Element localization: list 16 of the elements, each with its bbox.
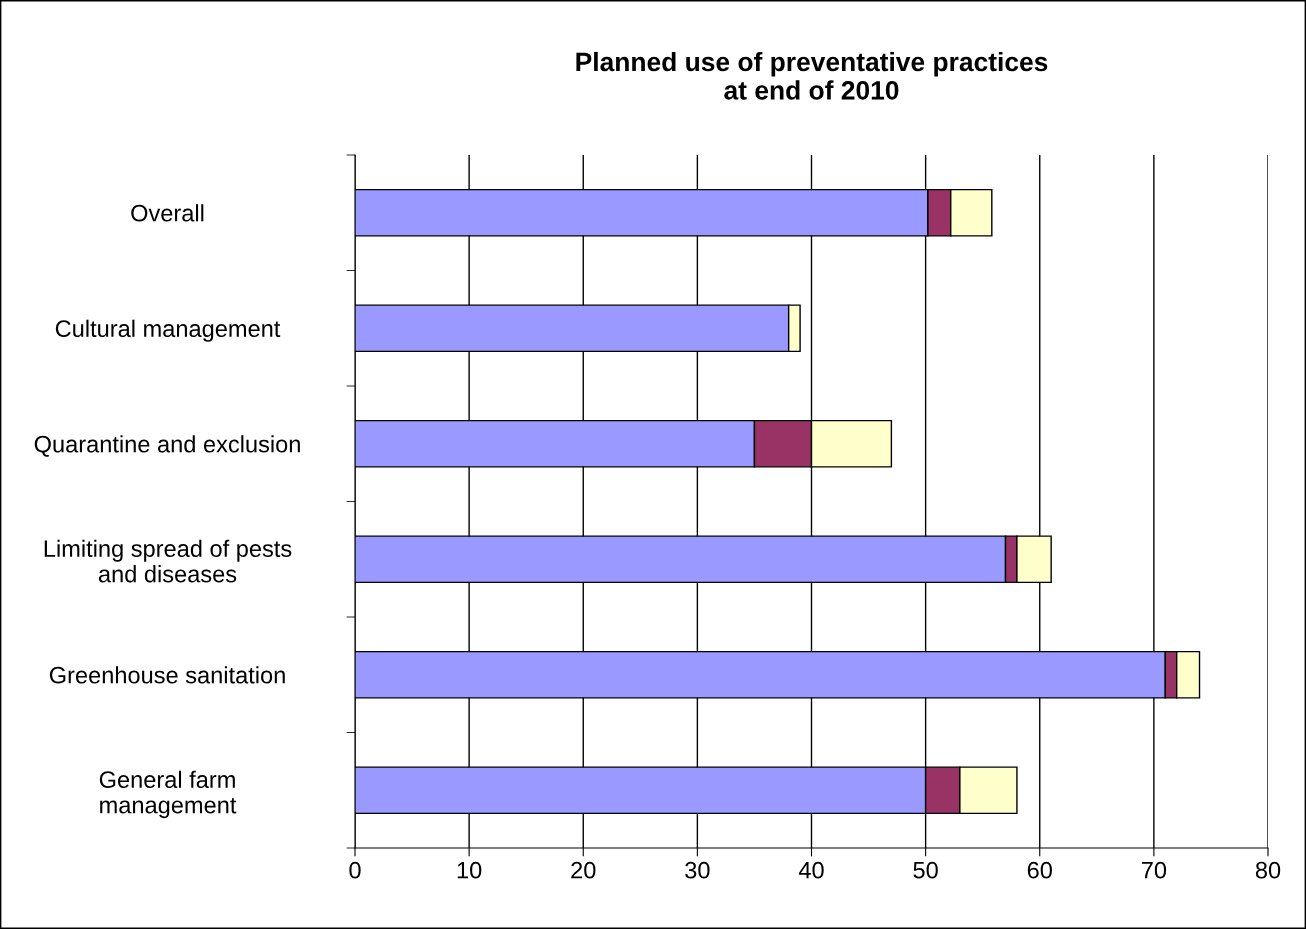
x-tick-label: 0 bbox=[349, 861, 361, 879]
y-tick-label: Overall bbox=[131, 204, 204, 222]
x-tick-label: 30 bbox=[685, 861, 710, 879]
y-tick-label: Greenhouse sanitation bbox=[49, 666, 285, 684]
chart-title: Planned use of preventative practices at end of 2010 bbox=[576, 51, 1048, 100]
x-tick-label: 60 bbox=[1027, 861, 1052, 879]
x-tick-label: 70 bbox=[1141, 861, 1167, 879]
x-tick-label: 40 bbox=[798, 861, 824, 879]
x-tick-label: 10 bbox=[457, 861, 482, 879]
x-tick-label: 50 bbox=[913, 861, 938, 879]
y-tick-label: Limiting spread of pests and diseases bbox=[44, 539, 292, 583]
y-tick-label: Quarantine and exclusion bbox=[34, 435, 300, 457]
x-tick-label: 80 bbox=[1255, 861, 1281, 879]
y-tick-label: Cultural management bbox=[55, 319, 281, 342]
y-tick-label: General farm management bbox=[99, 770, 237, 819]
x-tick-label: 20 bbox=[571, 861, 596, 879]
